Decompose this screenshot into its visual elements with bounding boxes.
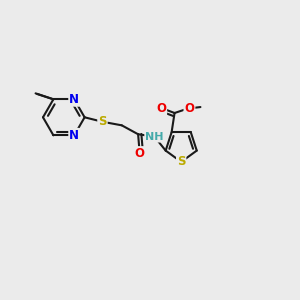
Text: O: O <box>156 102 166 115</box>
Text: NH: NH <box>145 132 164 142</box>
Text: N: N <box>69 93 79 106</box>
Text: O: O <box>135 147 145 160</box>
Text: N: N <box>69 129 79 142</box>
Text: S: S <box>98 115 107 128</box>
Text: S: S <box>177 155 185 168</box>
Text: O: O <box>184 102 194 115</box>
